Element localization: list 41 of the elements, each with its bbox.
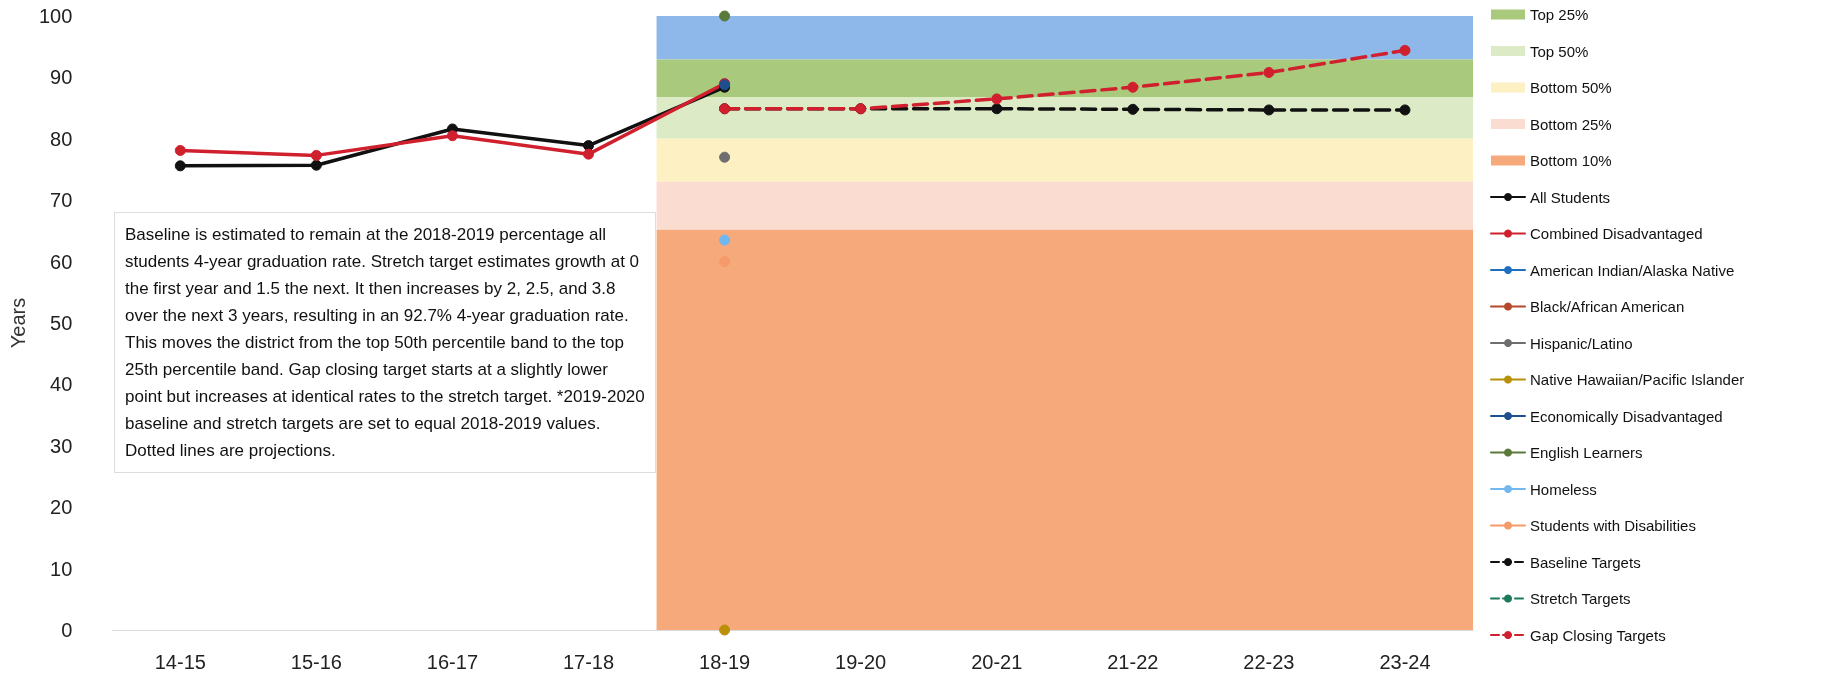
y-tick-label: 70 [50,189,73,212]
legend-label: Combined Disadvantaged [1530,225,1703,242]
y-tick-label: 0 [61,619,73,641]
y-tick-label: 20 [50,496,73,519]
x-tick-label: 22-23 [1243,651,1295,673]
legend-label: American Indian/Alaska Native [1530,261,1735,279]
legend-label: All Students [1530,188,1611,206]
legend-label: Economically Disadvantaged [1530,407,1723,425]
y-tick-label: 80 [50,127,73,150]
x-tick-label: 23-24 [1379,651,1431,673]
legend-label: Hispanic/Latino [1530,334,1633,352]
x-tick-label: 17-18 [562,651,615,673]
legend-label: Stretch Targets [1530,590,1631,607]
y-tick-label: 10 [50,557,73,580]
y-tick-label: 40 [50,373,73,396]
legend-label: Bottom 50% [1530,79,1612,96]
x-tick-label: 14-15 [154,651,206,673]
x-tick-label: 21-22 [1107,651,1159,673]
y-tick-label: 30 [50,434,73,457]
legend-label: Baseline Targets [1530,553,1641,571]
legend-label: Top 50% [1530,42,1589,60]
legend-label: Bottom 25% [1530,115,1612,133]
y-axis-title: Years [7,297,29,349]
legend-label: Top 25% [1530,6,1589,23]
legend-label: Bottom 10% [1530,152,1612,169]
legend-label: Students with Disabilities [1530,517,1696,534]
legend-label: Gap Closing Targets [1530,626,1666,644]
x-tick-label: 16-17 [426,651,479,673]
x-tick-label: 15-16 [290,651,342,673]
y-tick-label: 50 [50,312,73,334]
y-tick-label: 60 [50,250,73,273]
legend-label: English Learners [1530,444,1643,461]
x-tick-label: 19-20 [835,651,887,673]
legend-label: Homeless [1530,480,1597,498]
legend-label: Black/African American [1530,298,1685,315]
y-tick-label: 100 [38,5,73,27]
x-tick-label: 18-19 [699,651,751,673]
legend-label: Native Hawaiian/Pacific Islander [1530,371,1745,388]
y-tick-label: 90 [50,66,73,89]
x-tick-label: 20-21 [971,651,1023,673]
text: Baseline is estimated to remain at the 2018-2019 percentage all students 4-year graduation rate. Stretch target estimates growth at 0 the first year and 1.5 the next. It then increases by 2, 2.5, and 3.8 over the next 3 years, resulting in an 92.7% 4-year graduation rate. This moves the district from the top 50th percentile band to the top 25th percentile band. Gap closing target starts at a slightly lower point but increases at identical rates to the stretch target. *2019-2020 baseline and stretch targets are set to equal 2018-2019 values. Dotted lines are projections. [125,225,645,460]
